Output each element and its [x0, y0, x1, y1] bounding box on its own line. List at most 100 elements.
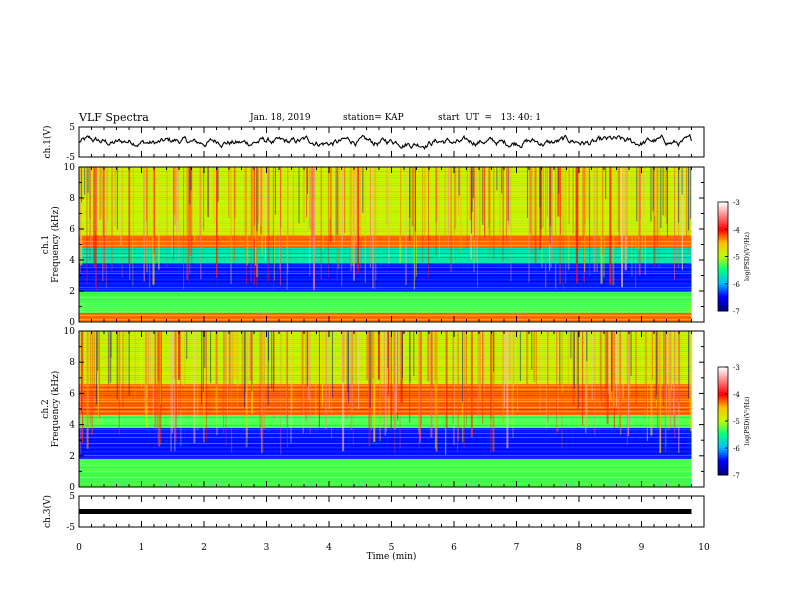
colorbar-cell [718, 379, 728, 382]
spectrogram-streak [216, 167, 218, 278]
colorbar-1: -3 -4 -5 -6 -7 log(PSD)(V²/Hz) [717, 199, 751, 316]
spectrogram-streak [650, 331, 653, 436]
spectrogram-streak [586, 167, 588, 219]
spectrogram-dropout [660, 167, 662, 229]
spectrogram-line [79, 263, 692, 264]
spectrogram-streak [490, 331, 492, 420]
spectrogram-streak [673, 331, 675, 416]
spectrogram-line [79, 193, 692, 194]
colorbar-cell [718, 424, 728, 427]
spectrogram-dropout [688, 167, 690, 231]
spectrogram-streak [154, 331, 157, 430]
spectrogram-streak [600, 167, 603, 284]
spectrogram-streak [626, 167, 628, 259]
spectrogram-streak [107, 167, 109, 222]
spectrogram-line [79, 239, 692, 240]
spectrogram-streak [342, 331, 345, 452]
spectrogram-line [79, 203, 692, 204]
spectrogram-streak [241, 331, 244, 394]
spectrogram-streak [483, 331, 485, 394]
colorbar-cell [718, 263, 728, 267]
colorbar-cell [718, 368, 728, 372]
spectrogram-streak [91, 331, 93, 435]
spectrogram-streak [424, 167, 426, 243]
colorbar-tick-label: -4 [733, 391, 740, 399]
spectrogram-streak [558, 331, 560, 379]
spectrogram-dropout [409, 331, 411, 383]
spectrogram-streak [286, 331, 288, 399]
spectrogram-streak [533, 167, 535, 231]
spectrogram-line [79, 259, 692, 260]
spectrogram-streak [658, 167, 660, 268]
spectrogram-streak [526, 331, 529, 385]
spectrogram-dropout [539, 167, 541, 208]
spectrogram-streak [132, 167, 134, 256]
spectrogram-dropout [256, 167, 258, 232]
spectrogram-streak [312, 167, 315, 291]
spectrogram-dropout [655, 331, 657, 400]
colorbar-cell [718, 453, 728, 456]
spectrogram-streak [311, 167, 314, 246]
spectrogram-streak [652, 331, 654, 380]
spectrogram-streak [379, 331, 381, 442]
spectrogram-streak [250, 167, 252, 283]
spectrogram-line [79, 215, 692, 216]
spectrogram-streak [95, 167, 98, 231]
y-tick-label: 10 [64, 327, 76, 337]
spectrogram-streak [89, 167, 91, 262]
spectrogram-line [79, 285, 692, 286]
colorbar-cell [718, 462, 728, 465]
spectrogram-streak [609, 167, 612, 285]
spectrogram-streak [129, 167, 131, 280]
colorbar-cell [718, 435, 728, 438]
spectrogram-line [79, 319, 692, 320]
spectrogram-line [79, 171, 692, 172]
spectrogram-streak [203, 331, 205, 387]
spectrogram-line [79, 219, 692, 220]
spectrogram-dropout [577, 331, 579, 409]
spectrogram-streak [171, 167, 173, 254]
spectrogram-streak [491, 331, 493, 416]
spectrogram-streak [153, 167, 155, 254]
spectrogram-streak [157, 331, 159, 391]
spectrogram-streak [183, 167, 185, 289]
spectrogram-streak [488, 167, 490, 260]
spectrogram-dropout [409, 167, 411, 218]
colorbar-cell [718, 413, 728, 417]
spectrogram-streak [216, 167, 218, 286]
spectrogram-streak [246, 167, 249, 266]
spectrogram-dropout [414, 167, 416, 232]
spectrogram-streak [105, 167, 107, 289]
spectrogram-streak [422, 167, 424, 263]
colorbar-cell [718, 458, 728, 462]
spectrogram-streak [506, 331, 509, 449]
spectrogram-streak [411, 167, 414, 227]
spectrogram-line [79, 207, 692, 208]
colorbar-cell [718, 303, 728, 307]
spectrogram-streak [223, 331, 225, 435]
spectrogram-line [79, 237, 692, 238]
colorbar-cell [718, 234, 728, 238]
colorbar-cell [718, 422, 728, 426]
colorbar-cell [718, 252, 728, 256]
spectrogram-streak [215, 331, 218, 387]
spectrogram-streak [382, 331, 384, 397]
spectrogram-streak [427, 331, 430, 382]
colorbar-cell [718, 205, 728, 208]
spectrogram-streak [434, 331, 436, 449]
spectrogram-streak [555, 167, 557, 289]
spectrogram-dropout [186, 331, 188, 360]
colorbar-cell [718, 372, 728, 375]
colorbar-cell [718, 395, 728, 399]
colorbar-cell [718, 211, 728, 214]
colorbar-cell [718, 265, 728, 268]
colorbar-cell [718, 245, 728, 248]
x-tick-label: 8 [576, 543, 582, 553]
spectrogram-streak [134, 331, 136, 403]
spectrogram-streak [373, 331, 376, 443]
colorbar-cell [718, 421, 728, 424]
spectrogram-streak [542, 167, 544, 228]
spectrogram-line [79, 233, 692, 234]
spectrogram-dropout [666, 167, 668, 238]
spectrogram-streak [586, 331, 588, 429]
